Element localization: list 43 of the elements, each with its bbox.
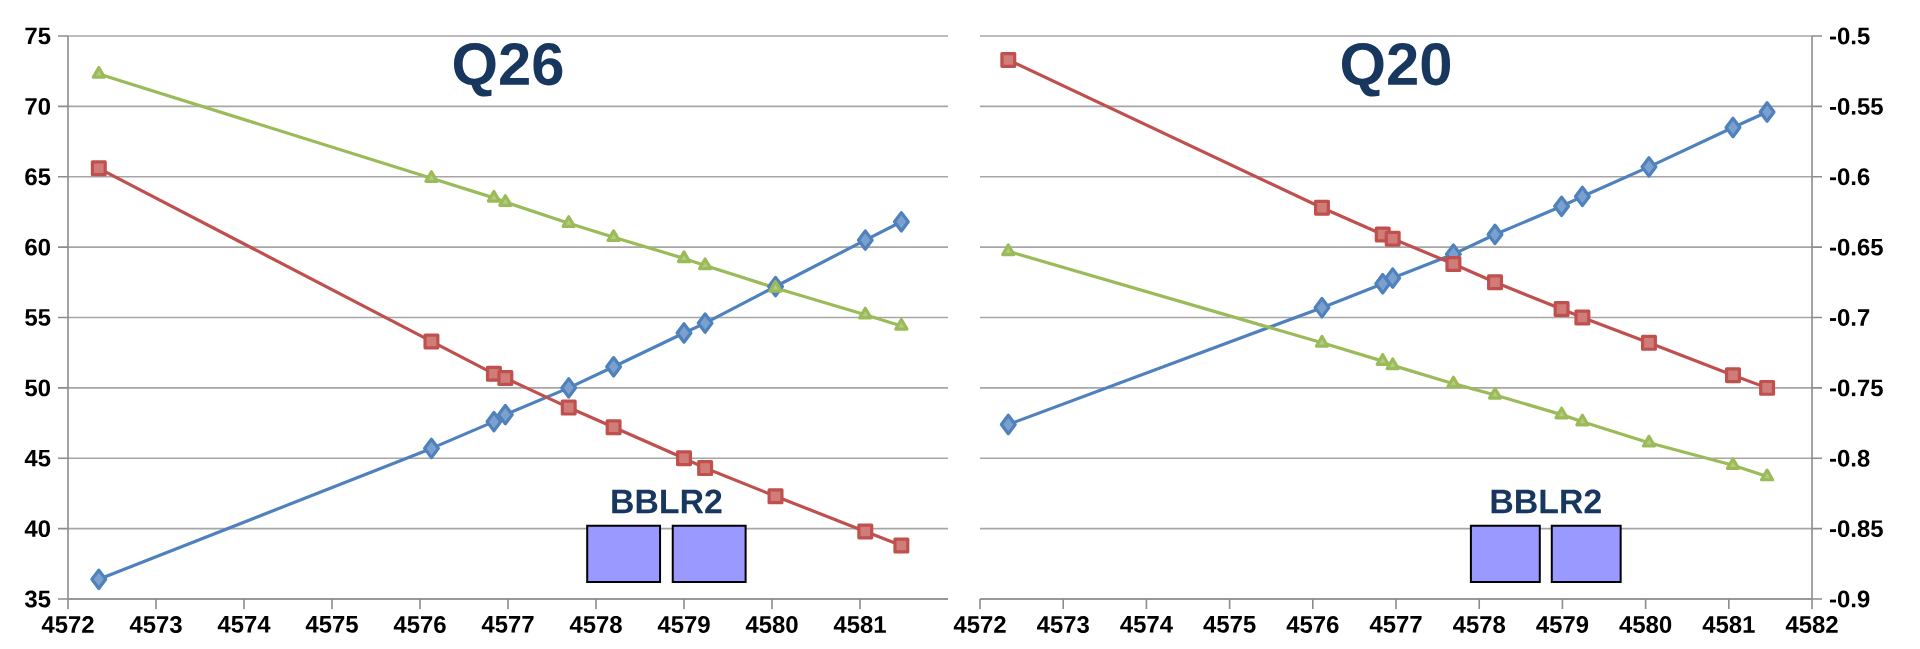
y-tick-label: 40 [24,520,50,538]
y-tick-label: -0.5 [1829,27,1870,45]
y-tick-label: -0.75 [1829,379,1883,397]
x-tick-label: 4578 [1453,616,1506,633]
y-tick-label: -0.85 [1829,520,1883,538]
y-tick-label: 70 [25,97,50,115]
x-tick-label: 4581 [1702,616,1755,633]
x-tick-label: 4581 [833,616,886,633]
x-tick-label: 4582 [1785,616,1838,633]
annotation: BBLR2 [1491,489,1601,514]
x-tick-label: 4577 [481,616,534,633]
chart-title: Q26 [453,43,563,97]
y-tick-label: 55 [25,309,51,326]
x-tick-label: 4572 [41,616,94,633]
x-tick-label: 4578 [569,616,622,633]
y-tick-label: 75 [25,27,51,45]
y-tick-label: 65 [25,168,51,186]
x-tick-label: 4579 [657,616,710,633]
x-tick-label: 4579 [1536,616,1589,633]
x-tick-label: 4576 [393,616,446,633]
x-tick-label: 4580 [745,616,798,633]
y-tick-label: -0.8 [1829,449,1870,467]
chart-title: Q20 [1341,43,1451,97]
x-tick-label: 4575 [305,616,358,633]
y-tick-label: 60 [25,238,50,256]
y-tick-label: -0.55 [1829,97,1883,115]
x-tick-label: 4573 [1036,616,1089,634]
x-tick-label: 4574 [217,616,271,633]
y-tick-label: 50 [25,379,50,397]
y-tick-label: -0.7 [1829,309,1870,326]
x-tick-label: 4572 [953,616,1006,633]
y-tick-label: 45 [24,449,51,467]
y-tick-label: 35 [24,590,51,608]
x-tick-label: 4577 [1369,616,1422,633]
y-tick-label: -0.9 [1829,590,1870,608]
y-tick-label: -0.6 [1829,168,1870,186]
x-tick-label: 4574 [1120,616,1173,633]
x-tick-label: 4576 [1286,616,1339,633]
y-tick-label: -0.65 [1829,238,1883,256]
annotation: BBLR2 [612,489,722,514]
x-tick-label: 4575 [1203,616,1256,633]
x-tick-label: 4573 [129,616,182,634]
x-tick-label: 4580 [1619,616,1672,633]
